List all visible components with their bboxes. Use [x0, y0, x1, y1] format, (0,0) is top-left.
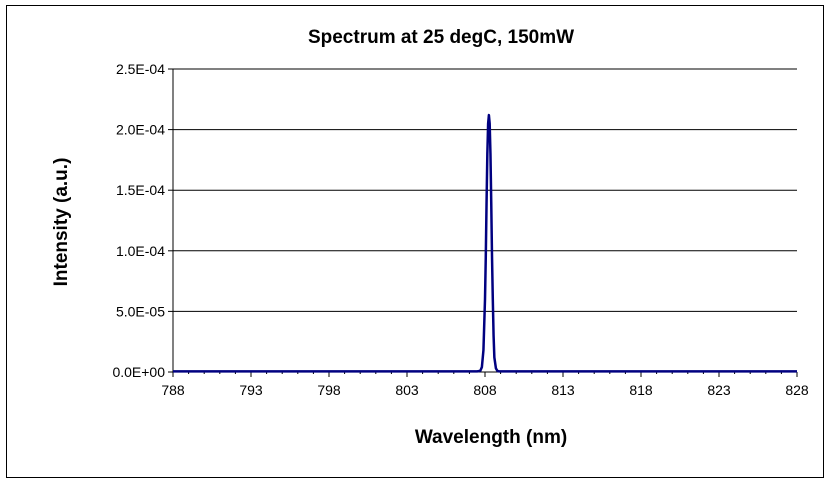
x-tick-label: 803 — [395, 382, 419, 398]
chart-title: Spectrum at 25 degC, 150mW — [308, 27, 574, 48]
x-tick-label: 798 — [317, 382, 341, 398]
x-tick-label: 793 — [239, 382, 263, 398]
x-tick-label: 808 — [473, 382, 497, 398]
x-tick-label: 818 — [629, 382, 653, 398]
y-tick-label: 0.0E+00 — [112, 364, 165, 380]
x-axis-ticks: 788 793 798 803 808 813 818 823 828 — [161, 372, 809, 398]
x-tick-label: 788 — [161, 382, 185, 398]
spectrum-chart: Spectrum at 25 degC, 150mW 0.0E+00 5.0E-0… — [51, 27, 809, 448]
chart-frame: Spectrum at 25 degC, 150mW 0.0E+00 5.0E-0… — [6, 5, 824, 478]
y-tick-label: 2.5E-04 — [116, 61, 165, 77]
y-tick-label: 2.0E-04 — [116, 122, 165, 138]
y-axis-ticks: 0.0E+00 5.0E-05 1.0E-04 1.5E-04 2.0E-04 2.5E-… — [112, 61, 173, 380]
y-tick-label: 1.5E-04 — [116, 182, 165, 198]
y-tick-label: 1.0E-04 — [116, 243, 165, 259]
x-tick-label: 828 — [785, 382, 809, 398]
gridlines — [173, 68, 797, 312]
x-tick-label: 823 — [707, 382, 731, 398]
series-line — [173, 113, 797, 373]
x-axis-title: Wavelength (nm) — [415, 427, 567, 448]
x-tick-label: 813 — [551, 382, 575, 398]
y-tick-label: 5.0E-05 — [116, 303, 165, 319]
y-axis-title: Intensity (a.u.) — [51, 158, 72, 287]
